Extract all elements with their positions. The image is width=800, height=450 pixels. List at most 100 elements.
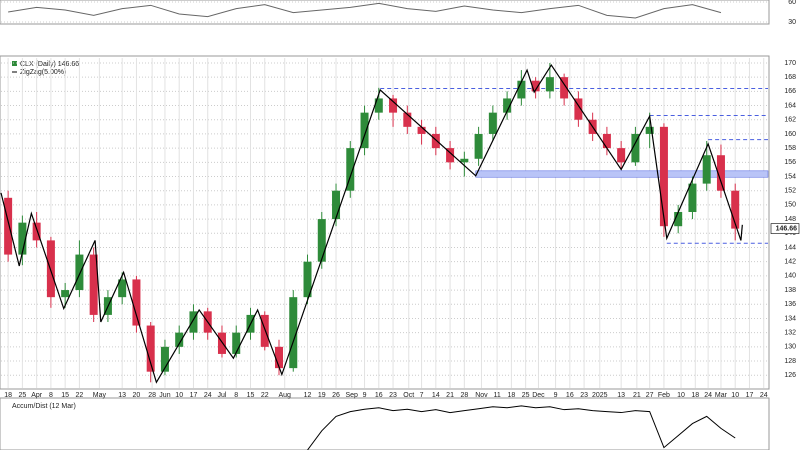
x-tick-label: 10: [677, 392, 685, 399]
x-tick-label: 17: [190, 392, 198, 399]
x-tick-label: 25: [18, 392, 26, 399]
y-tick-label: 148: [784, 216, 796, 223]
x-tick-label: 18: [507, 392, 515, 399]
candle-body: [317, 219, 326, 262]
x-tick-label: 28: [148, 392, 156, 399]
candle-body: [61, 290, 70, 298]
y-tick-label: 160: [784, 131, 796, 138]
candle-body: [631, 133, 640, 163]
zigzag-line: [0, 63, 743, 384]
x-tick-label: Sep: [345, 392, 358, 399]
y-tick-label: 150: [784, 202, 796, 209]
x-tick-label: Dec: [532, 392, 545, 399]
candle-body: [389, 98, 398, 113]
candle-body: [488, 112, 497, 134]
candle-body: [602, 133, 611, 149]
candle-body: [574, 98, 583, 120]
x-tick-label: Nov: [475, 392, 488, 399]
price-frame: [0, 55, 770, 390]
candle-body: [474, 133, 483, 159]
x-tick-label: Oct: [403, 392, 414, 399]
candle-body: [716, 155, 725, 191]
x-tick-label: 15: [61, 392, 69, 399]
candle-body: [75, 254, 84, 291]
x-tick-label: 9: [363, 392, 367, 399]
candle-body: [160, 346, 169, 372]
candle-body: [731, 190, 740, 229]
candle-body: [189, 311, 198, 333]
y-tick-label: 138: [784, 287, 796, 294]
x-tick-label: 10: [731, 392, 739, 399]
line-series: [307, 405, 736, 450]
candle-body: [503, 98, 512, 113]
candle-body: [289, 297, 298, 369]
candle-body: [688, 183, 697, 212]
y-tick-label: 60: [788, 0, 796, 6]
x-tick-label: 13: [617, 392, 625, 399]
x-tick-label: 8: [234, 392, 238, 399]
y-tick-label: 136: [784, 301, 796, 308]
candle-body: [531, 80, 540, 92]
x-tick-label: 26: [332, 392, 340, 399]
candle-body: [545, 77, 554, 92]
x-tick-label: 13: [118, 392, 126, 399]
candle-body: [260, 314, 269, 347]
y-tick-label: 152: [784, 188, 796, 195]
x-tick-label: 21: [446, 392, 454, 399]
x-tick-label: 10: [175, 392, 183, 399]
x-tick-label: 21: [633, 392, 641, 399]
x-tick-label: May: [93, 392, 107, 399]
candle-body: [431, 133, 440, 149]
y-tick-label: 134: [784, 315, 796, 322]
candle-body: [460, 158, 469, 163]
x-tick-label: 23: [389, 392, 397, 399]
x-tick-label: 20: [133, 392, 141, 399]
x-tick-label: 7: [420, 392, 424, 399]
y-tick-label: 166: [784, 88, 796, 95]
candle-body: [702, 155, 711, 184]
y-tick-label: 128: [784, 358, 796, 365]
x-tick-label: Aug: [278, 392, 291, 399]
y-tick-label: 162: [784, 117, 796, 124]
x-tick-label: 24: [204, 392, 212, 399]
candle-body: [417, 126, 426, 134]
x-tick-label: 9: [554, 392, 558, 399]
x-tick-label: 24: [704, 392, 712, 399]
x-tick-label: Apr: [31, 392, 43, 399]
legend-icon: [12, 61, 17, 66]
chart-title: CLX (Daily) 146.66: [20, 61, 79, 68]
y-tick-label: 144: [784, 244, 796, 251]
candle-body: [617, 148, 626, 163]
y-tick-label: 156: [784, 159, 796, 166]
candle-body: [674, 212, 683, 227]
y-tick-label: 170: [784, 60, 796, 67]
y-tick-label: 30: [788, 19, 796, 26]
x-tick-label: 2025: [592, 392, 608, 399]
y-tick-label: 140: [784, 273, 796, 280]
y-tick-label: 154: [784, 173, 796, 180]
x-tick-label: 22: [261, 392, 269, 399]
candle-body: [645, 126, 654, 134]
candle-body: [46, 240, 55, 298]
y-tick-label: 130: [784, 344, 796, 351]
candle-body: [403, 112, 412, 127]
x-tick-label: Jun: [159, 392, 170, 399]
y-tick-label: 164: [784, 102, 796, 109]
y-tick-label: 132: [784, 329, 796, 336]
x-tick-label: 27: [646, 392, 654, 399]
candle-body: [217, 332, 226, 354]
accum-frame: [0, 397, 770, 450]
legend-label: ZigZag(5.00%): [20, 69, 66, 76]
line-series: [8, 2, 722, 19]
last-price-box: [770, 223, 800, 234]
panel-title: Accum/Dist (12 Mar): [12, 403, 76, 410]
candle-body: [303, 261, 312, 298]
y-tick-label: 142: [784, 259, 796, 266]
x-tick-label: 25: [522, 392, 530, 399]
candle-body: [32, 222, 41, 241]
x-tick-label: 16: [566, 392, 574, 399]
candle-body: [4, 197, 13, 255]
candle-body: [118, 279, 127, 298]
